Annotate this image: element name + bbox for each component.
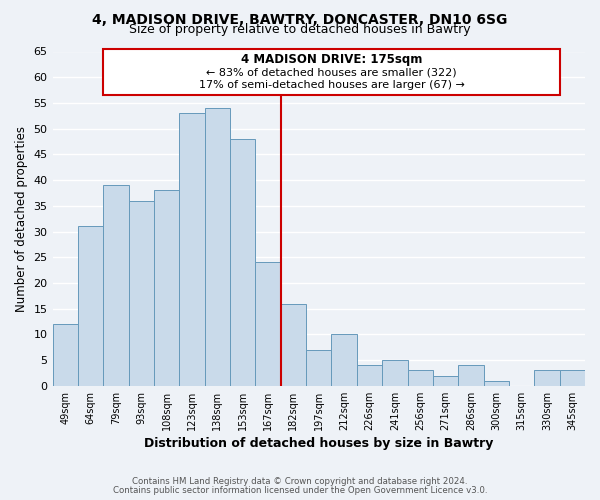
Bar xyxy=(560,370,585,386)
Bar xyxy=(331,334,357,386)
Bar xyxy=(53,324,78,386)
Bar xyxy=(407,370,433,386)
FancyBboxPatch shape xyxy=(103,49,560,95)
Bar xyxy=(433,376,458,386)
Bar xyxy=(484,380,509,386)
Bar xyxy=(306,350,331,386)
Bar xyxy=(78,226,103,386)
Bar xyxy=(179,113,205,386)
Bar xyxy=(281,304,306,386)
Text: 17% of semi-detached houses are larger (67) →: 17% of semi-detached houses are larger (… xyxy=(199,80,464,90)
Bar xyxy=(103,185,128,386)
Bar xyxy=(458,365,484,386)
Bar xyxy=(205,108,230,386)
Bar xyxy=(382,360,407,386)
Bar xyxy=(357,365,382,386)
Y-axis label: Number of detached properties: Number of detached properties xyxy=(15,126,28,312)
Text: ← 83% of detached houses are smaller (322): ← 83% of detached houses are smaller (32… xyxy=(206,67,457,77)
Text: Contains public sector information licensed under the Open Government Licence v3: Contains public sector information licen… xyxy=(113,486,487,495)
Text: 4 MADISON DRIVE: 175sqm: 4 MADISON DRIVE: 175sqm xyxy=(241,52,422,66)
Bar xyxy=(128,200,154,386)
X-axis label: Distribution of detached houses by size in Bawtry: Distribution of detached houses by size … xyxy=(144,437,493,450)
Bar xyxy=(534,370,560,386)
Bar xyxy=(256,262,281,386)
Text: Contains HM Land Registry data © Crown copyright and database right 2024.: Contains HM Land Registry data © Crown c… xyxy=(132,477,468,486)
Bar xyxy=(154,190,179,386)
Text: 4, MADISON DRIVE, BAWTRY, DONCASTER, DN10 6SG: 4, MADISON DRIVE, BAWTRY, DONCASTER, DN1… xyxy=(92,12,508,26)
Bar xyxy=(230,139,256,386)
Text: Size of property relative to detached houses in Bawtry: Size of property relative to detached ho… xyxy=(129,24,471,36)
